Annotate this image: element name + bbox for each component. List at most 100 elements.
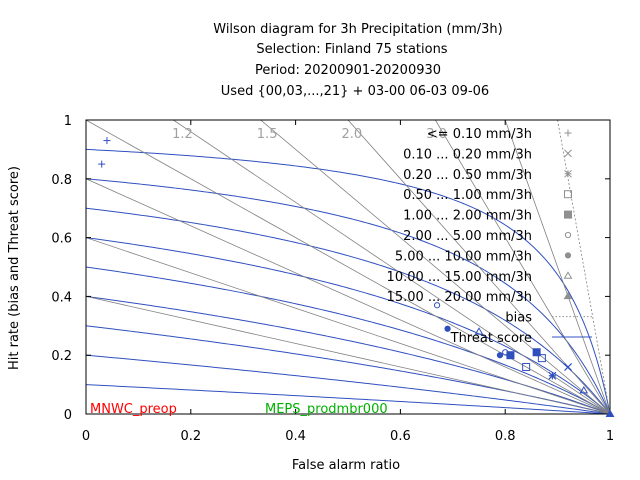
point-meps-star <box>548 371 557 380</box>
bias-line-3 <box>434 120 610 414</box>
threat-score-curve-0.2 <box>86 354 610 414</box>
legend-label: 2.00 ... 5.00 mm/3h <box>403 229 532 244</box>
y-tick-label: 0 <box>64 408 72 423</box>
point-mnwc-filled-circle <box>496 352 504 359</box>
model-label-0: MNWC_preop <box>90 402 177 417</box>
legend-label: 5.00 ... 10.00 mm/3h <box>395 249 532 264</box>
data-points <box>98 137 615 417</box>
title-line-1: Wilson diagram for 3h Precipitation (mm/… <box>213 22 502 37</box>
point-mnwc-plus <box>103 137 111 145</box>
marker-shape <box>496 352 504 359</box>
marker-stroke <box>564 149 572 158</box>
y-tick-label: 0.2 <box>51 349 72 364</box>
threat-score-curve-0.7 <box>86 207 610 414</box>
marker-shape <box>433 302 441 309</box>
chart-title: Wilson diagram for 3h Precipitation (mm/… <box>213 22 502 99</box>
legend-marker-open-circle <box>564 231 572 239</box>
threat-score-curve-0.8 <box>86 178 610 414</box>
bias-line-0.6 <box>86 237 610 414</box>
bias-line-1.2 <box>173 120 610 414</box>
point-meps-cross <box>564 363 572 371</box>
marker-shape <box>564 231 572 239</box>
bias-label: 1.2 <box>172 127 193 142</box>
y-tick-label: 0.4 <box>51 290 72 305</box>
marker-shape <box>532 348 541 357</box>
legend-marker-open-square <box>564 190 572 199</box>
model-label-1: MEPS_prodmbr000 <box>265 402 388 417</box>
marker-shape <box>444 325 451 332</box>
marker-shape <box>474 327 484 335</box>
x-tick-label: 1 <box>606 429 614 444</box>
marker-shape <box>579 385 589 394</box>
bias-line-1.5 <box>260 120 610 414</box>
legend-marker-filled-triangle <box>563 291 573 300</box>
legend-marker-star <box>564 169 572 178</box>
legend-label: <= 0.10 mm/3h <box>427 127 532 142</box>
point-meps-filled-circle <box>444 325 451 332</box>
legend-label: bias <box>505 311 532 326</box>
title-line-3: Period: 20200901-20200930 <box>255 63 441 78</box>
marker-shape <box>605 409 615 417</box>
point-meps-filled-triangle <box>605 409 615 417</box>
legend-marker-cross <box>564 149 572 158</box>
bias-label: 1.5 <box>257 127 278 142</box>
marker-shape <box>506 351 515 360</box>
marker-shape <box>564 210 572 219</box>
bias-dotted-line <box>557 120 610 414</box>
threat-score-curve-0.1 <box>86 384 610 414</box>
legend-label: Threat score <box>450 331 532 346</box>
point-meps-filled-square <box>506 351 515 360</box>
plot-frame <box>85 119 611 415</box>
point-mnwc-filled-square <box>532 348 541 357</box>
model-labels: MNWC_preop MEPS_prodmbr000 <box>90 402 388 417</box>
bias-lines <box>86 120 610 414</box>
x-axis-label: False alarm ratio <box>292 458 400 473</box>
marker-shape <box>564 252 572 259</box>
threat-score-curve-0.5 <box>86 266 610 414</box>
bias-line-0.4 <box>86 296 610 414</box>
bias-labels: 1.2 1.5 2.0 3.0 <box>172 127 447 142</box>
point-mnwc-open-triangle <box>474 327 484 335</box>
legend-marker-filled-square <box>564 210 572 219</box>
point-meps-open-triangle <box>579 385 589 394</box>
x-tick-label: 0.8 <box>495 429 516 444</box>
legend-label: 0.50 ... 1.00 mm/3h <box>403 188 532 203</box>
title-line-2: Selection: Finland 75 stations <box>256 42 447 57</box>
y-tick-label: 0.8 <box>51 173 72 188</box>
legend-label: 1.00 ... 2.00 mm/3h <box>403 209 532 224</box>
axis-ticks: 0 0.2 0.4 0.6 0.8 1 0 0.2 0.4 0.6 0.8 1 <box>51 114 614 444</box>
legend-label: 10.00 ... 15.00 mm/3h <box>387 270 532 285</box>
marker-shape <box>563 271 573 279</box>
marker-stroke <box>548 371 557 380</box>
marker-shape <box>522 362 531 371</box>
marker-shape <box>564 190 572 199</box>
marker-shape <box>537 354 546 363</box>
legend-label: 15.00 ... 20.00 mm/3h <box>387 290 532 305</box>
legend-label: 0.20 ... 0.50 mm/3h <box>403 168 532 183</box>
point-meps-plus <box>98 160 106 168</box>
title-line-4: Used {00,03,...,21} + 03-00 06-03 09-06 <box>221 84 489 99</box>
point-meps-open-circle <box>433 302 441 309</box>
legend-marker-filled-circle <box>564 252 572 259</box>
x-tick-label: 0.6 <box>390 429 411 444</box>
bias-line-0.8 <box>86 178 610 414</box>
threat-score-curve-0.9 <box>86 148 610 414</box>
y-axis-label: Hit rate (bias and Threat score) <box>7 166 22 370</box>
legend: <= 0.10 mm/3h 0.10 ... 0.20 mm/3h 0.20 ...… <box>387 127 592 346</box>
point-meps-open-square <box>522 362 531 371</box>
bias-label: 2.0 <box>342 127 363 142</box>
y-tick-label: 0.6 <box>51 232 72 247</box>
x-tick-label: 0 <box>82 429 90 444</box>
marker-shape <box>563 291 573 300</box>
marker-stroke <box>564 363 572 371</box>
legend-marker-open-triangle <box>563 271 573 279</box>
x-tick-label: 0.2 <box>180 429 201 444</box>
legend-marker-plus <box>564 129 572 137</box>
threat-score-curves <box>86 148 610 414</box>
y-tick-label: 1 <box>64 114 72 129</box>
legend-label: 0.10 ... 0.20 mm/3h <box>403 147 532 162</box>
bias-label: 3.0 <box>426 127 447 142</box>
point-mnwc-open-square <box>537 354 546 363</box>
bias-line-1 <box>86 120 610 414</box>
